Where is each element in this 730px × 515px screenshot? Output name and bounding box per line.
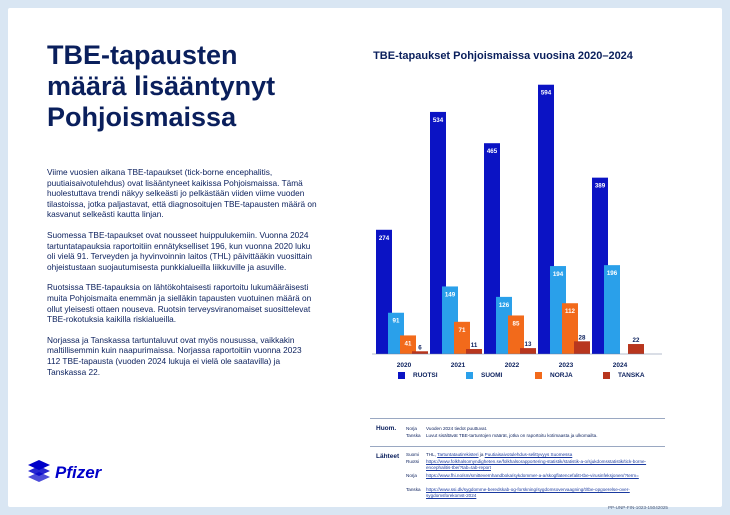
data-label-ruotsi-2020: 274 (379, 235, 390, 242)
bar-norja-2020 (400, 335, 416, 354)
chart-title: TBE-tapaukset Pohjoismaissa vuosina 2020… (373, 50, 633, 62)
sources-heading: Lähteet (376, 453, 400, 460)
x-tick-label-2022: 2022 (505, 362, 520, 369)
bar-tanska-2023 (574, 341, 590, 354)
page-title: TBE-tapausten määrä lisääntynyt Pohjoism… (47, 40, 276, 132)
huom-text-tanska: Luvut sisältävät TBE-tartuntojen määrät,… (426, 433, 598, 438)
legend-swatch-suomi (466, 372, 473, 379)
bar-suomi-2024 (604, 265, 620, 354)
legend-item-norja: NORJA (535, 372, 573, 379)
paragraph-2: Suomessa TBE-tapaukset ovat nousseet hui… (47, 229, 313, 272)
legend-swatch-norja (535, 372, 542, 379)
x-tick-label-2021: 2021 (451, 362, 466, 369)
source-link-ruotsi[interactable]: https://www.folkhalsomyndigheten.se/folk… (426, 459, 647, 470)
notes-divider-middle (370, 446, 665, 447)
bar-tanska-2024 (628, 344, 644, 354)
bar-tanska-2020 (412, 351, 428, 354)
source-country-suomi: Suomi (406, 452, 420, 457)
source-link-norja[interactable]: https://www.fhi.no/sm/smittevernhandboka… (426, 473, 639, 478)
data-label-ruotsi-2024: 389 (595, 183, 606, 190)
paragraph-3: Ruotsissa TBE-tapauksia on lähtökohtaise… (47, 282, 312, 325)
data-label-ruotsi-2021: 534 (433, 117, 444, 124)
pfizer-logo: Pfizer (25, 458, 115, 488)
source-suomi-prefix: THL, (426, 452, 438, 457)
legend-label-suomi: SUOMI (481, 372, 503, 379)
source-country-tanska: Tanska (406, 487, 421, 492)
bar-chart: 274 91 41 6 2020 534 149 71 11 2021 465 126 85 13 2022… (372, 84, 662, 369)
data-label-ruotsi-2022: 465 (487, 148, 498, 155)
document-code: PP-UNP-FIN-1023-15042025 (607, 505, 668, 510)
data-label-suomi-2022: 126 (499, 302, 510, 309)
data-label-norja-2020: 41 (405, 340, 412, 347)
huom-country-norja: Norja (406, 426, 417, 431)
notes-divider-top (370, 418, 665, 419)
legend-label-tanska: TANSKA (618, 372, 645, 379)
pfizer-logo-icon (28, 460, 50, 482)
data-label-norja-2022: 85 (513, 320, 520, 327)
source-country-norja: Norja (406, 473, 417, 478)
legend-item-tanska: TANSKA (603, 372, 645, 379)
paragraph-1: Viime vuosien aikana TBE-tapaukset (tick… (47, 167, 317, 220)
legend-swatch-tanska (603, 372, 610, 379)
source-text-suomi: THL, Tartuntatautirekisteri ja Puutiaisa… (426, 452, 666, 458)
data-label-tanska-2022: 13 (525, 341, 532, 348)
source-link-suomi-1[interactable]: Tartuntatautirekisteri (437, 452, 479, 457)
chart-legend: RUOTSI SUOMI NORJA TANSKA (398, 372, 658, 386)
source-country-ruotsi: Ruotsi (406, 459, 420, 464)
data-label-norja-2021: 71 (459, 327, 466, 334)
bar-norja-2022 (508, 315, 524, 354)
x-tick-label-2023: 2023 (559, 362, 574, 369)
legend-label-ruotsi: RUOTSI (413, 372, 438, 379)
body-text: Viime vuosien aikana TBE-tapaukset (tick… (47, 167, 317, 387)
paragraph-4: Norjassa ja Tanskassa tartuntaluvut ovat… (47, 334, 302, 377)
source-link-suomi-2[interactable]: Puutiaisaivotulehdus-selittyvyys Suomess… (484, 452, 573, 457)
x-tick-label-2020: 2020 (397, 362, 412, 369)
bar-tanska-2022 (520, 348, 536, 354)
legend-label-norja: NORJA (550, 372, 573, 379)
data-label-suomi-2024: 196 (607, 270, 618, 277)
source-suomi-joiner: ja (478, 452, 485, 457)
legend-item-ruotsi: RUOTSI (398, 372, 438, 379)
x-tick-label-2024: 2024 (613, 362, 628, 369)
bar-norja-2021 (454, 321, 470, 354)
data-label-tanska-2023: 28 (579, 334, 586, 341)
huom-text-norja: Vuoden 2024 tiedot puuttuvat. (426, 426, 488, 431)
data-label-tanska-2024: 22 (633, 337, 640, 344)
data-label-tanska-2021: 11 (471, 342, 478, 349)
huom-heading: Huom. (376, 425, 397, 432)
data-label-suomi-2021: 149 (445, 291, 456, 298)
data-label-tanska-2020: 6 (418, 344, 422, 351)
data-label-norja-2023: 112 (565, 308, 576, 315)
bar-tanska-2021 (466, 349, 482, 354)
source-link-tanska[interactable]: https://www.ssi.dk/sygdomme-beredskab-og… (426, 487, 630, 498)
legend-item-suomi: SUOMI (466, 372, 502, 379)
data-label-ruotsi-2023: 594 (541, 90, 552, 97)
pfizer-logo-text: Pfizer (55, 463, 102, 482)
data-label-suomi-2020: 91 (393, 318, 400, 325)
huom-country-tanska: Tanska (406, 433, 421, 438)
data-label-suomi-2023: 194 (553, 271, 564, 278)
legend-swatch-ruotsi (398, 372, 405, 379)
